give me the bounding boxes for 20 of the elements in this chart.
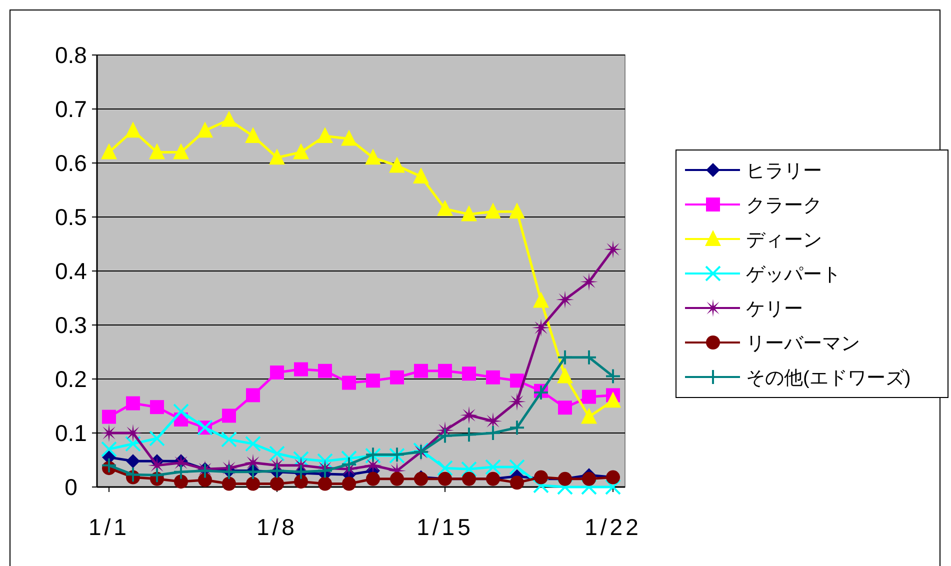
x-tick-label: 1/8 — [256, 514, 298, 540]
y-tick-label: 0.2 — [55, 366, 87, 392]
y-tick-label: 0.5 — [55, 204, 87, 230]
y-tick-label: 0.4 — [55, 258, 88, 284]
legend-label: ディーン — [746, 230, 822, 251]
y-tick-label: 0.6 — [55, 150, 87, 176]
y-tick-label: 0 — [64, 474, 78, 500]
legend-label: クラーク — [746, 196, 822, 216]
legend-label: ゲッパート — [746, 264, 841, 286]
legend-label: ケリー — [746, 299, 803, 320]
y-tick-label: 0.3 — [55, 312, 87, 338]
y-tick-label: 0.8 — [55, 42, 87, 68]
y-tick-label: 0.1 — [55, 420, 87, 446]
legend-label: ヒラリー — [746, 161, 822, 182]
legend-label: リーバーマン — [746, 334, 860, 354]
x-tick-label: 1/22 — [584, 514, 642, 540]
x-tick-label: 1/1 — [88, 514, 130, 540]
legend-label: その他(エドワーズ) — [746, 368, 911, 389]
y-tick-label: 0.7 — [55, 96, 87, 122]
x-tick-label: 1/15 — [416, 514, 474, 540]
